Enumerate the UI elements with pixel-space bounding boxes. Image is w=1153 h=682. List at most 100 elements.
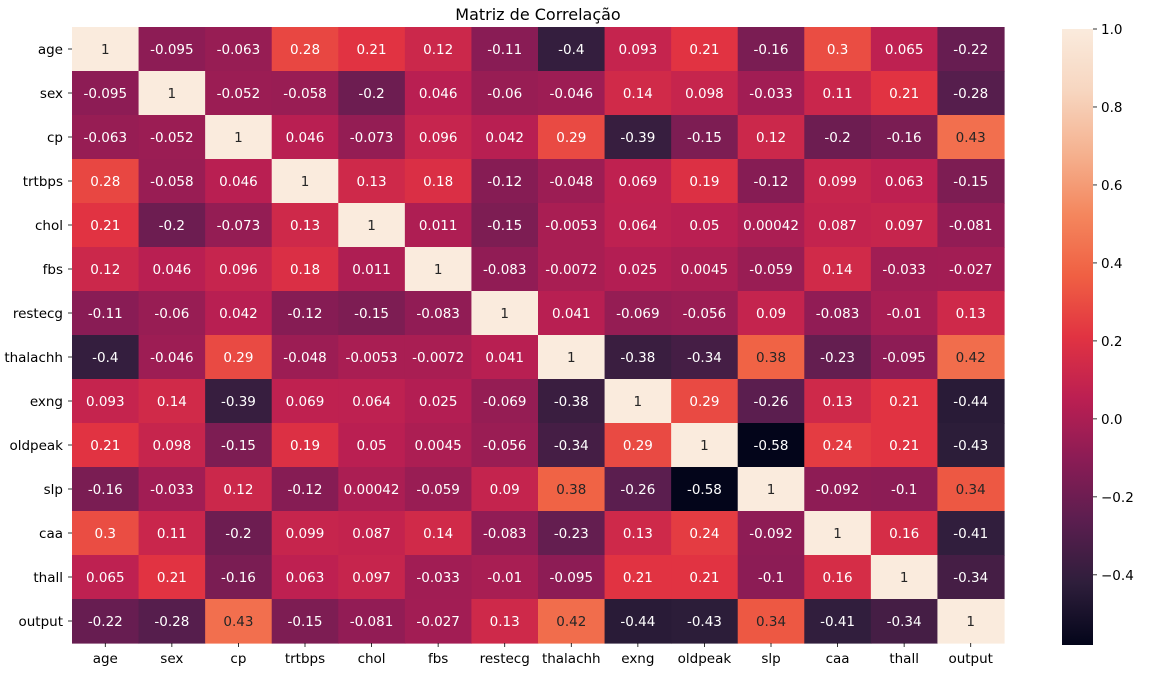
heatmap-cell — [737, 71, 805, 116]
heatmap-cell — [604, 599, 672, 644]
cell-value-label: -0.059 — [416, 482, 460, 498]
heatmap-cell — [804, 599, 872, 644]
heatmap-cell — [338, 467, 406, 512]
cell-value-label: 0.098 — [685, 86, 724, 102]
heatmap-cell — [205, 291, 273, 336]
colorbar-tick-label: 0.8 — [1101, 100, 1122, 116]
colorbar-tick-label: −0.4 — [1101, 568, 1134, 584]
cell-value-label: 0.19 — [290, 438, 320, 454]
cell-value-label: -0.58 — [754, 438, 789, 454]
cell-value-label: 1 — [966, 614, 975, 630]
heatmap-cell — [271, 159, 339, 204]
heatmap-cell — [471, 599, 539, 644]
heatmap-cell — [338, 247, 406, 292]
cell-value-label: -0.58 — [687, 482, 722, 498]
cell-value-label: -0.083 — [816, 306, 860, 322]
y-tick-label: caa — [39, 526, 63, 542]
heatmap-cell — [205, 555, 273, 600]
cell-value-label: 0.34 — [756, 614, 786, 630]
cell-value-label: -0.048 — [550, 174, 594, 190]
heatmap-cell — [205, 379, 273, 424]
heatmap-cell — [604, 511, 672, 556]
cell-value-label: 0.21 — [623, 570, 653, 586]
heatmap-cell — [737, 203, 805, 248]
cell-value-label: -0.01 — [487, 570, 522, 586]
cell-value-label: -0.15 — [288, 614, 323, 630]
cell-value-label: 1 — [234, 130, 243, 146]
heatmap-cell — [138, 247, 206, 292]
heatmap-cell — [471, 27, 539, 72]
x-tick-label: slp — [761, 651, 780, 667]
y-tick-label: slp — [44, 482, 63, 498]
heatmap-cell — [72, 27, 140, 72]
y-tick-label: oldpeak — [9, 438, 63, 454]
cell-value-label: -0.0072 — [545, 262, 597, 278]
cell-value-label: 0.12 — [90, 262, 120, 278]
heatmap-cell — [737, 27, 805, 72]
heatmap-cell — [870, 599, 939, 644]
heatmap-cell — [404, 335, 473, 380]
heatmap-cell — [471, 159, 539, 204]
heatmap-cell — [937, 511, 1005, 556]
heatmap-cell — [937, 599, 1005, 644]
heatmap-cell — [271, 203, 339, 248]
heatmap-cell — [604, 247, 672, 292]
cell-value-label: -0.052 — [150, 130, 194, 146]
heatmap-cell — [804, 247, 872, 292]
cell-value-label: 0.38 — [556, 482, 586, 498]
cell-value-label: 0.21 — [90, 218, 120, 234]
heatmap-cell — [205, 71, 273, 116]
cell-value-label: 0.13 — [357, 174, 387, 190]
heatmap-cell — [138, 599, 206, 644]
cell-value-label: 0.21 — [157, 570, 187, 586]
heatmap-cell — [804, 555, 872, 600]
heatmap-cell — [870, 203, 939, 248]
heatmap-cell — [604, 115, 672, 160]
heatmap-cell — [604, 203, 672, 248]
heatmap-cell — [538, 599, 606, 644]
x-tick-label: restecg — [480, 651, 530, 667]
heatmap-cell — [870, 27, 939, 72]
y-tick-label: age — [38, 42, 63, 58]
cell-value-label: 0.13 — [490, 614, 520, 630]
heatmap-cell — [538, 115, 606, 160]
cell-value-label: -0.26 — [754, 394, 789, 410]
heatmap-cell — [471, 511, 539, 556]
heatmap-cell — [604, 159, 672, 204]
y-tick-label: trtbps — [23, 174, 63, 190]
colorbar-tick-label: 0.6 — [1101, 178, 1122, 194]
cell-value-label: -0.056 — [483, 438, 527, 454]
y-tick-label: thalachh — [4, 350, 63, 366]
cell-value-label: -0.16 — [88, 482, 123, 498]
cell-value-label: 1 — [301, 174, 310, 190]
cell-value-label: 1 — [833, 526, 842, 542]
heatmap-cell — [538, 71, 606, 116]
cell-value-label: 0.041 — [485, 350, 524, 366]
heatmap-cell — [338, 511, 406, 556]
heatmap-cell — [737, 247, 805, 292]
cell-value-label: 0.09 — [756, 306, 786, 322]
heatmap-cell — [804, 423, 872, 468]
cell-value-label: -0.12 — [754, 174, 789, 190]
cell-value-label: 0.21 — [689, 42, 719, 58]
colorbar — [1062, 29, 1093, 645]
cell-value-label: -0.092 — [749, 526, 793, 542]
heatmap-cell — [138, 71, 206, 116]
heatmap-cell — [737, 467, 805, 512]
heatmap-cell — [937, 27, 1005, 72]
cell-value-label: -0.081 — [949, 218, 993, 234]
heatmap-cell — [338, 335, 406, 380]
cell-value-label: -0.43 — [953, 438, 988, 454]
cell-value-label: -0.34 — [887, 614, 922, 630]
cell-value-label: 0.29 — [223, 350, 253, 366]
cell-value-label: -0.095 — [84, 86, 128, 102]
y-tick-label: thall — [33, 570, 63, 586]
heatmap-cell — [604, 335, 672, 380]
heatmap-cell — [671, 379, 739, 424]
cell-value-label: 0.065 — [885, 42, 924, 58]
heatmap-cell — [937, 71, 1005, 116]
cell-value-label: 0.29 — [556, 130, 586, 146]
cell-value-label: -0.16 — [221, 570, 256, 586]
cell-value-label: -0.4 — [558, 42, 584, 58]
cell-value-label: -0.28 — [154, 614, 189, 630]
